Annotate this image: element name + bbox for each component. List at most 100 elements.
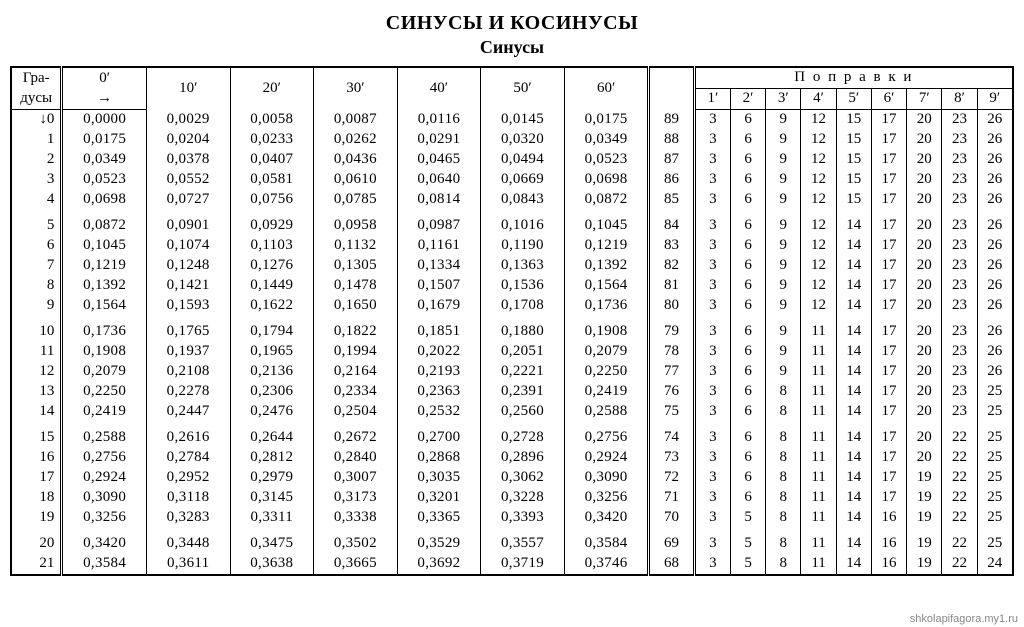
cell-degree: 8	[11, 276, 62, 296]
cell-correction: 19	[907, 488, 942, 508]
cell-value: 0,1276	[230, 256, 314, 276]
cell-value: 0,0698	[564, 170, 649, 190]
cell-correction: 26	[977, 130, 1013, 150]
table-body: ↓00,00000,00290,00580,00870,01160,01450,…	[11, 110, 1013, 576]
cell-correction: 26	[977, 236, 1013, 256]
cell-value: 0,0320	[481, 130, 565, 150]
cell-correction: 9	[766, 296, 801, 316]
cell-value: 0,2588	[564, 402, 649, 422]
table-row: 140,24190,24470,24760,25040,25320,25600,…	[11, 402, 1013, 422]
table-row: 170,29240,29520,29790,30070,30350,30620,…	[11, 468, 1013, 488]
cell-correction: 14	[836, 402, 871, 422]
table-row: 90,15640,15930,16220,16500,16790,17080,1…	[11, 296, 1013, 316]
table-header: Гра- 0′ 10′ 20′ 30′ 40′ 50′ 60′ П о п р …	[11, 67, 1013, 110]
cell-value: 0,3420	[564, 508, 649, 528]
cell-value: 0,3173	[314, 488, 398, 508]
cell-correction: 15	[836, 170, 871, 190]
cell-value: 0,2756	[564, 422, 649, 448]
cell-correction: 25	[977, 422, 1013, 448]
sine-table: Гра- 0′ 10′ 20′ 30′ 40′ 50′ 60′ П о п р …	[10, 66, 1014, 576]
hdr-corr-7: 7′	[907, 89, 942, 110]
cell-correction: 11	[801, 528, 836, 554]
watermark: shkolapifagora.my1.ru	[910, 613, 1018, 625]
cell-correction: 22	[942, 554, 977, 575]
cell-correction: 14	[836, 382, 871, 402]
cell-value: 0,0349	[62, 150, 147, 170]
cell-correction: 23	[942, 256, 977, 276]
cell-codegree: 71	[649, 488, 694, 508]
cell-correction: 9	[766, 256, 801, 276]
cell-degree: 13	[11, 382, 62, 402]
cell-correction: 8	[766, 382, 801, 402]
cell-value: 0,0349	[564, 130, 649, 150]
cell-codegree: 73	[649, 448, 694, 468]
cell-correction: 12	[801, 170, 836, 190]
cell-value: 0,0000	[62, 110, 147, 131]
cell-correction: 11	[801, 316, 836, 342]
cell-value: 0,0872	[564, 190, 649, 210]
cell-correction: 5	[730, 528, 765, 554]
cell-degree: 14	[11, 402, 62, 422]
cell-correction: 5	[730, 554, 765, 575]
cell-correction: 19	[907, 554, 942, 575]
cell-value: 0,1421	[146, 276, 230, 296]
table-row: 30,05230,05520,05810,06100,06400,06690,0…	[11, 170, 1013, 190]
cell-value: 0,0233	[230, 130, 314, 150]
cell-value: 0,0901	[146, 210, 230, 236]
cell-correction: 3	[694, 382, 730, 402]
cell-value: 0,1161	[397, 236, 481, 256]
cell-value: 0,1736	[62, 316, 147, 342]
hdr-corr-4: 4′	[801, 89, 836, 110]
cell-correction: 23	[942, 382, 977, 402]
cell-value: 0,3035	[397, 468, 481, 488]
cell-degree: 6	[11, 236, 62, 256]
cell-value: 0,3007	[314, 468, 398, 488]
hdr-corr-5: 5′	[836, 89, 871, 110]
cell-degree: 5	[11, 210, 62, 236]
table-row: 10,01750,02040,02330,02620,02910,03200,0…	[11, 130, 1013, 150]
cell-degree: 3	[11, 170, 62, 190]
cell-correction: 23	[942, 170, 977, 190]
cell-correction: 9	[766, 110, 801, 131]
cell-degree: 18	[11, 488, 62, 508]
cell-correction: 23	[942, 110, 977, 131]
cell-correction: 6	[730, 402, 765, 422]
cell-value: 0,3090	[564, 468, 649, 488]
cell-codegree: 74	[649, 422, 694, 448]
cell-correction: 9	[766, 210, 801, 236]
cell-correction: 17	[871, 422, 906, 448]
cell-value: 0,0958	[314, 210, 398, 236]
cell-value: 0,0756	[230, 190, 314, 210]
cell-value: 0,3201	[397, 488, 481, 508]
cell-correction: 11	[801, 468, 836, 488]
cell-value: 0,2079	[564, 342, 649, 362]
cell-value: 0,2108	[146, 362, 230, 382]
cell-value: 0,1851	[397, 316, 481, 342]
cell-degree: 20	[11, 528, 62, 554]
cell-correction: 15	[836, 110, 871, 131]
hdr-60min: 60′	[564, 67, 649, 110]
cell-correction: 15	[836, 190, 871, 210]
cell-correction: 12	[801, 210, 836, 236]
cell-value: 0,1334	[397, 256, 481, 276]
cell-codegree: 68	[649, 554, 694, 575]
cell-value: 0,2924	[62, 468, 147, 488]
cell-correction: 8	[766, 448, 801, 468]
cell-value: 0,0378	[146, 150, 230, 170]
cell-value: 0,1045	[62, 236, 147, 256]
cell-value: 0,2896	[481, 448, 565, 468]
cell-correction: 14	[836, 488, 871, 508]
cell-correction: 3	[694, 362, 730, 382]
cell-correction: 3	[694, 170, 730, 190]
cell-correction: 3	[694, 488, 730, 508]
cell-correction: 12	[801, 256, 836, 276]
cell-value: 0,2700	[397, 422, 481, 448]
cell-correction: 25	[977, 528, 1013, 554]
table-row: 200,34200,34480,34750,35020,35290,35570,…	[11, 528, 1013, 554]
cell-correction: 19	[907, 508, 942, 528]
cell-correction: 3	[694, 110, 730, 131]
cell-codegree: 80	[649, 296, 694, 316]
cell-degree: 1	[11, 130, 62, 150]
cell-value: 0,1650	[314, 296, 398, 316]
cell-value: 0,1564	[564, 276, 649, 296]
